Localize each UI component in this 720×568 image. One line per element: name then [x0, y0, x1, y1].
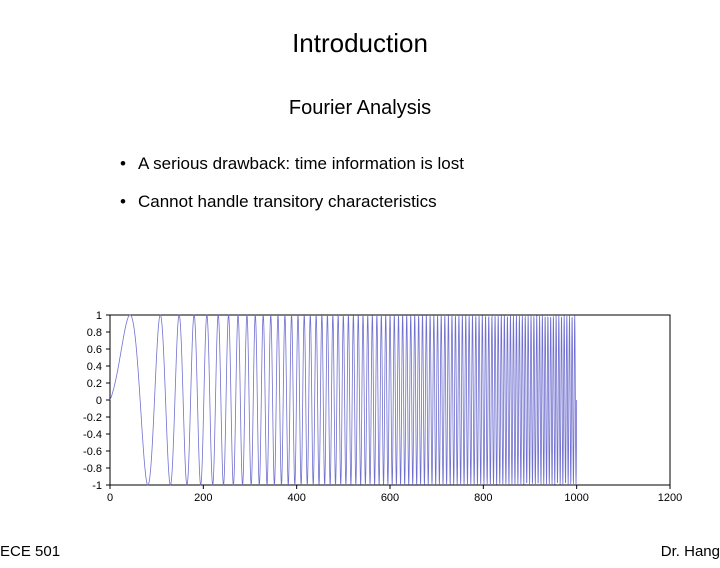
svg-text:-0.4: -0.4 — [83, 429, 102, 441]
footer-author: Dr. Hang — [661, 543, 720, 560]
svg-text:400: 400 — [287, 492, 305, 504]
chirp-chart: -1 -0.8 -0.6 -0.4 -0.2 0 0.2 0.4 0.6 0.8 1 0 200 400 6… — [60, 310, 690, 510]
svg-text:200: 200 — [194, 492, 212, 504]
slide-subtitle: Fourier Analysis — [0, 97, 720, 120]
svg-text:600: 600 — [381, 492, 399, 504]
svg-text:0.2: 0.2 — [87, 378, 102, 390]
footer-course: ECE 501 — [0, 543, 60, 560]
bullet-list: A serious drawback: time information is … — [120, 154, 720, 212]
svg-text:0.6: 0.6 — [87, 344, 102, 356]
svg-text:-0.6: -0.6 — [83, 446, 102, 458]
svg-text:0.8: 0.8 — [87, 327, 102, 339]
svg-text:0: 0 — [107, 492, 113, 504]
svg-text:1200: 1200 — [658, 492, 682, 504]
svg-text:0: 0 — [96, 395, 102, 407]
bullet-item: Cannot handle transitory characteristics — [120, 192, 720, 212]
svg-text:800: 800 — [474, 492, 492, 504]
svg-text:1: 1 — [96, 310, 102, 322]
svg-text:-1: -1 — [92, 480, 102, 492]
svg-text:-0.2: -0.2 — [83, 412, 102, 424]
svg-text:1000: 1000 — [564, 492, 588, 504]
bullet-item: A serious drawback: time information is … — [120, 154, 720, 174]
svg-text:0.4: 0.4 — [87, 361, 102, 373]
chart-svg: -1 -0.8 -0.6 -0.4 -0.2 0 0.2 0.4 0.6 0.8 1 0 200 400 6… — [60, 310, 690, 510]
svg-text:-0.8: -0.8 — [83, 463, 102, 475]
slide-title: Introduction — [0, 28, 720, 59]
